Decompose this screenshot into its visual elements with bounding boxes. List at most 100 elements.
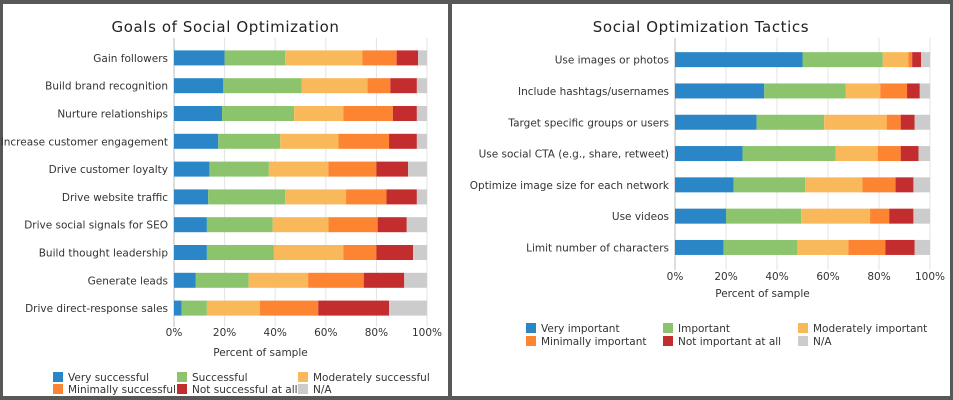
bar-segment — [877, 146, 901, 162]
legend-swatch — [798, 323, 808, 333]
panel-divider — [448, 0, 452, 400]
category-label: Use images or photos — [555, 55, 669, 67]
bar-segment — [675, 208, 726, 224]
bar-segment — [174, 300, 182, 316]
bar-segment — [801, 208, 871, 224]
bar-segment — [273, 245, 344, 260]
bar-segment — [914, 114, 930, 130]
bar-segment — [174, 106, 223, 121]
bar-segment — [174, 50, 225, 66]
bar-segment — [174, 161, 210, 177]
bar-segment — [914, 239, 930, 255]
bar-segment — [367, 78, 391, 94]
legend-label: N/A — [813, 336, 832, 348]
legend-label: Very successful — [68, 372, 149, 384]
category-label: Build brand recognition — [45, 81, 168, 93]
bar-segment — [328, 161, 377, 177]
bar-segment — [174, 133, 219, 149]
bar-segment — [418, 50, 427, 66]
legend-label: N/A — [313, 384, 332, 396]
x-tick-label: 60% — [816, 271, 839, 283]
bar-segment — [848, 239, 886, 255]
legend-label: Moderately important — [813, 323, 927, 335]
category-label: Generate leads — [88, 275, 168, 287]
category-label: Increase customer engagement — [1, 136, 168, 148]
bar-segment — [376, 245, 414, 260]
category-label: Limit number of characters — [526, 242, 669, 254]
bar-segment — [675, 114, 757, 130]
bar-segment — [392, 106, 417, 121]
bar-segment — [675, 146, 743, 162]
bar-segment — [675, 52, 803, 68]
bar-segment — [675, 177, 734, 193]
x-tick-label: 60% — [314, 327, 337, 339]
bar-segment — [206, 300, 261, 316]
bar-segment — [845, 83, 881, 99]
bar-segment — [285, 189, 347, 205]
bar-segment — [218, 133, 281, 149]
bar-segment — [416, 78, 427, 94]
legend-label: Successful — [192, 372, 248, 384]
category-label: Drive website traffic — [62, 192, 168, 204]
bar-segment — [223, 78, 302, 94]
bar-segment — [886, 114, 901, 130]
bar-segment — [880, 83, 908, 99]
category-label: Target specific groups or users — [507, 117, 669, 129]
bar-segment — [301, 78, 368, 94]
x-tick-label: 80% — [365, 327, 388, 339]
legend-label: Not important at all — [678, 336, 781, 348]
x-tick-label: 40% — [765, 271, 788, 283]
category-label: Drive customer loyalty — [49, 164, 168, 176]
category-label: Gain followers — [93, 53, 168, 65]
bar-segment — [824, 114, 887, 130]
bar-segment — [389, 300, 427, 316]
bar-segment — [802, 52, 883, 68]
bar-segment — [343, 245, 377, 260]
x-tick-label: 100% — [412, 327, 442, 339]
bar-segment — [174, 78, 224, 94]
legend-label: Moderately successful — [313, 372, 430, 384]
legend-label: Very important — [541, 323, 620, 335]
bar-segment — [913, 177, 930, 193]
category-label: Use social CTA (e.g., share, retweet) — [479, 149, 669, 161]
bar-segment — [272, 217, 329, 233]
bar-segment — [805, 177, 863, 193]
tactics-chart-panel: Social Optimization Tactics 0% 20% 40% 60% 8… — [452, 4, 950, 396]
bar-segment — [723, 239, 798, 255]
bar-segment — [675, 83, 765, 99]
legend-label: Important — [678, 323, 730, 335]
category-label: Build thought leadership — [39, 248, 169, 260]
bar-segment — [362, 50, 397, 66]
legend-swatch — [663, 336, 673, 346]
legend-swatch — [177, 384, 187, 394]
x-tick-label: 40% — [264, 327, 287, 339]
bar-segment — [885, 239, 915, 255]
bar-segment — [174, 245, 207, 260]
chart-title: Social Optimization Tactics — [592, 18, 810, 36]
bar-segment — [308, 272, 364, 288]
bar-segment — [376, 161, 409, 177]
legend-label: Minimally successful — [68, 384, 176, 396]
bar-segment — [404, 272, 427, 288]
category-label: Include hashtags/usernames — [518, 86, 669, 98]
bar-segment — [363, 272, 405, 288]
legend-swatch — [177, 372, 187, 382]
bar-segment — [260, 300, 319, 316]
bar-segment — [208, 189, 286, 205]
legend-swatch — [53, 372, 63, 382]
bar-segment — [222, 106, 295, 121]
bar-segment — [346, 189, 387, 205]
bar-segment — [406, 217, 427, 233]
bar-segment — [675, 239, 724, 255]
chart-title: Goals of Social Optimization — [111, 18, 340, 36]
legend-swatch — [298, 384, 308, 394]
bar-segment — [294, 106, 344, 121]
bar-segment — [908, 52, 913, 68]
bar-segment — [913, 208, 930, 224]
bar-segment — [206, 245, 274, 260]
bar-segment — [209, 161, 269, 177]
bar-segment — [396, 50, 419, 66]
bar-segment — [797, 239, 849, 255]
bar-segment — [416, 189, 427, 205]
bar-segment — [389, 133, 417, 149]
